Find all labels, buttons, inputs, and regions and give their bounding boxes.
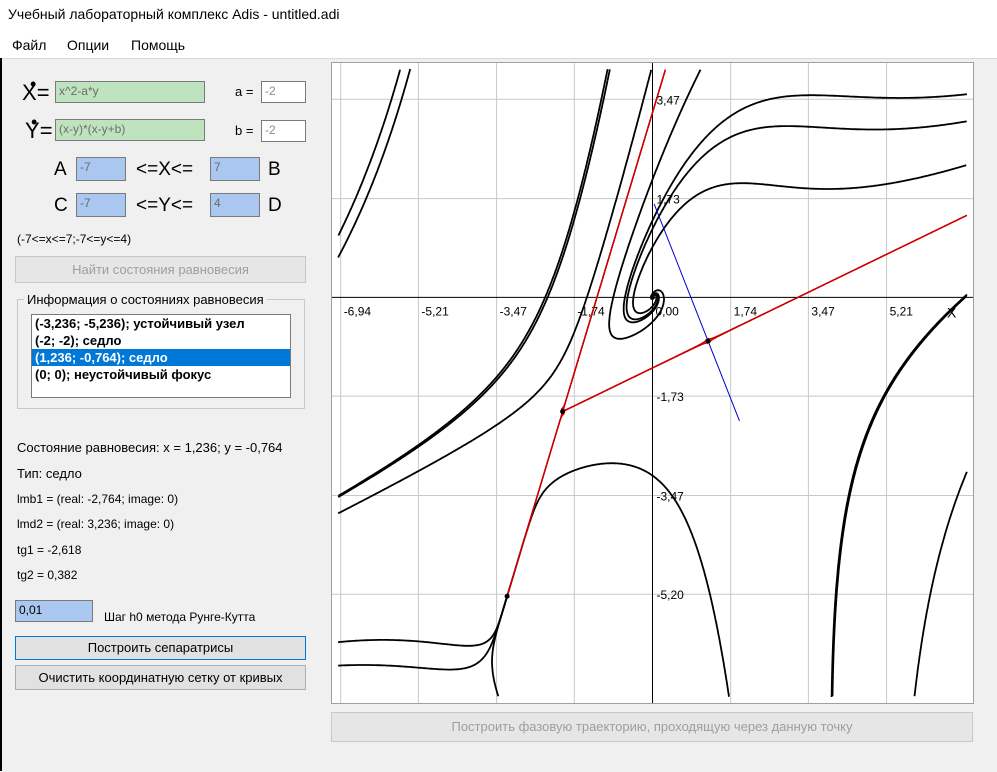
x-dot-label: • X= xyxy=(22,74,50,105)
bound-c-input[interactable]: -7 xyxy=(76,193,126,217)
list-item[interactable]: (-2; -2); седло xyxy=(35,333,122,348)
tangent-2: tg2 = 0,382 xyxy=(17,568,78,582)
menu-help[interactable]: Помощь xyxy=(131,37,186,53)
equilibrium-type: Тип: седло xyxy=(17,466,82,481)
phase-plot-canvas[interactable]: -6,94 -5,21 -3,47 -1,74 0,00 1,74 3,47 5,213,47… xyxy=(332,63,973,703)
x-tick-label: 1,74 xyxy=(734,304,758,318)
step-label: Шаг h0 метода Рунге-Кутта xyxy=(104,610,256,624)
eigen-direction-line xyxy=(653,203,740,422)
build-trajectory-button[interactable]: Построить фазовую траекторию, проходящую… xyxy=(331,712,973,742)
equilibria-group-title: Информация о состояниях равновесия xyxy=(24,292,267,307)
x-tick-label: 3,47 xyxy=(811,304,835,318)
equilibrium-point xyxy=(560,409,566,415)
x-tick-label: 0,00 xyxy=(656,304,680,318)
equilibria-list[interactable]: (-3,236; -5,236); устойчивый узел (-2; -… xyxy=(31,314,291,398)
x-axis-label: X xyxy=(947,304,957,320)
window-edge xyxy=(0,58,2,771)
list-item[interactable]: (0; 0); неустойчивый фокус xyxy=(35,367,212,382)
separatrix-curve xyxy=(561,69,707,412)
window-title: Учебный лабораторный комплекс Adis - unt… xyxy=(8,6,340,22)
trajectory-curve xyxy=(337,80,609,498)
bound-d-label: D xyxy=(268,195,282,216)
find-equilibria-button[interactable]: Найти состояния равновесия xyxy=(15,256,306,283)
separatrix-curve xyxy=(561,69,708,413)
equilibrium-point xyxy=(504,593,510,599)
equilibrium-point xyxy=(650,294,655,300)
separatrix-curve xyxy=(506,342,709,598)
x-range-label: <=X<= xyxy=(136,159,194,180)
bound-c-label: C xyxy=(54,195,68,216)
bound-a-label: A xyxy=(54,159,67,180)
x-tick-label: -5,21 xyxy=(421,304,449,318)
derivative-dot-icon: • xyxy=(31,112,38,132)
menu-file[interactable]: Файл xyxy=(12,37,47,53)
eigenvalue-1: lmb1 = (real: -2,764; image: 0) xyxy=(17,492,179,506)
y-dot-label: • Y= xyxy=(25,112,53,143)
b-label: b = xyxy=(235,123,254,138)
trajectory-curve xyxy=(921,471,968,640)
trajectory-curve xyxy=(787,120,967,131)
trajectory-curve xyxy=(337,439,474,515)
trajectory-curve xyxy=(382,69,609,470)
x-tick-label: -3,47 xyxy=(500,304,528,318)
trajectory-curve xyxy=(606,69,611,81)
build-separatrices-button[interactable]: Построить сепаратрисы xyxy=(15,636,306,660)
bound-a-input[interactable]: -7 xyxy=(76,157,126,181)
y-tick-label: 3,47 xyxy=(657,93,681,107)
b-input[interactable]: -2 xyxy=(261,120,306,142)
menu-bar: Файл Опции Помощь xyxy=(0,34,997,56)
equilibrium-point xyxy=(705,338,711,344)
separatrix-curve xyxy=(505,342,707,598)
trajectory-curve xyxy=(337,239,348,258)
trajectory-curve xyxy=(346,68,412,241)
y-equation-input[interactable]: (x-y)*(x-y+b) xyxy=(55,119,205,141)
y-tick-label: -1,73 xyxy=(657,390,685,404)
step-input[interactable]: 0,01 xyxy=(15,600,93,622)
a-input[interactable]: -2 xyxy=(261,81,306,103)
trajectory-curve xyxy=(831,411,878,697)
trajectory-curve xyxy=(913,639,923,697)
title-bar: Учебный лабораторный комплекс Adis - unt… xyxy=(0,0,997,30)
a-label: a = xyxy=(235,84,254,99)
equilibrium-state: Состояние равновесия: x = 1,236; y = -0,… xyxy=(17,440,283,455)
trajectory-curve xyxy=(876,295,968,412)
phase-plot[interactable]: -6,94 -5,21 -3,47 -1,74 0,00 1,74 3,47 5,21 3,47… xyxy=(331,62,974,704)
bound-b-input[interactable]: 7 xyxy=(210,157,260,181)
trajectory-curve xyxy=(338,664,428,670)
y-tick-label: -3,47 xyxy=(657,489,685,503)
separatrix-curve xyxy=(708,214,968,344)
trajectory-curve xyxy=(382,594,509,647)
list-item-selected[interactable]: (1,236; -0,764); седло xyxy=(32,349,290,366)
y-range-label: <=Y<= xyxy=(136,195,194,216)
x-tick-label: 5,21 xyxy=(890,304,914,318)
bound-d-input[interactable]: 4 xyxy=(210,193,260,217)
trajectory-curve xyxy=(491,595,509,686)
trajectory-curve xyxy=(382,69,401,127)
trajectory-curve xyxy=(337,125,384,236)
trajectory-curve xyxy=(337,467,384,497)
clear-grid-button[interactable]: Очистить координатную сетку от кривых xyxy=(15,665,306,690)
trajectory-curve xyxy=(539,462,730,697)
bounds-summary: (-7<=x<=7;-7<=y<=4) xyxy=(17,232,132,246)
trajectory-curve xyxy=(472,69,653,441)
tangent-1: tg1 = -2,618 xyxy=(17,543,82,557)
trajectory-curve xyxy=(922,93,967,99)
x-tick-label: -6,94 xyxy=(344,304,372,318)
x-equation-input[interactable]: x^2-a*y xyxy=(55,81,205,103)
bound-b-label: B xyxy=(268,159,281,180)
trajectory-curve xyxy=(608,69,702,340)
menu-options[interactable]: Опции xyxy=(67,37,110,53)
list-item[interactable]: (-3,236; -5,236); устойчивый узел xyxy=(35,316,245,331)
y-tick-label: -5,20 xyxy=(657,588,685,602)
trajectory-curve xyxy=(494,685,500,697)
eigenvalue-2: lmd2 = (real: 3,236; image: 0) xyxy=(17,517,175,531)
trajectory-curve xyxy=(742,164,967,190)
derivative-dot-icon: • xyxy=(30,74,37,94)
trajectory-curve xyxy=(632,182,743,315)
trajectory-curve xyxy=(831,293,968,669)
trajectory-curve xyxy=(337,639,383,644)
